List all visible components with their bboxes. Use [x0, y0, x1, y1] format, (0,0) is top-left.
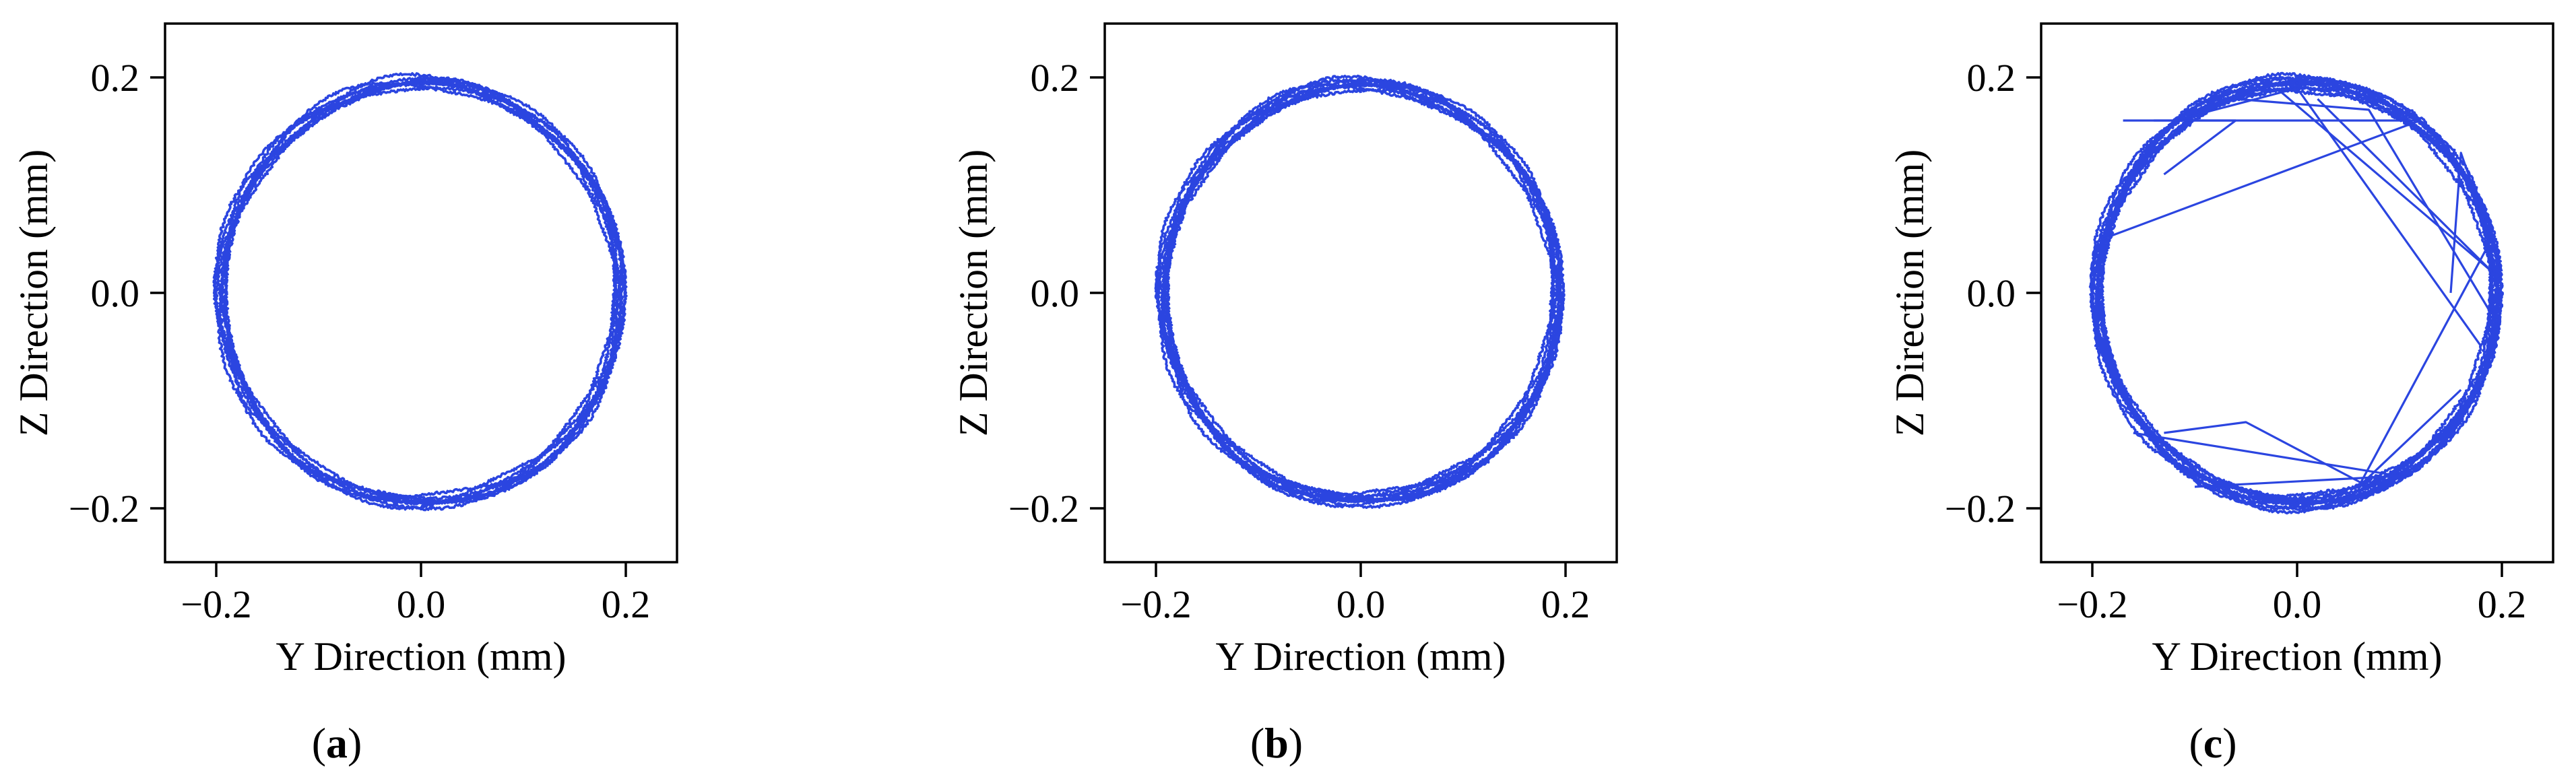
x-tick-label: −0.2 — [2057, 582, 2127, 626]
chart-panel-c: −0.2 0.0 0.2 −0.2 0.0 0.2 Y Direction (mm) Z Di… — [1888, 22, 2554, 767]
orbit-point — [619, 291, 622, 295]
orbit-point — [1260, 471, 1263, 475]
orbit-point — [1359, 83, 1363, 87]
x-tick-label: 0.2 — [1541, 582, 1590, 626]
panel-label: (c) — [2189, 719, 2236, 767]
panel-label: (b) — [1250, 719, 1303, 767]
orbit-point — [2122, 397, 2126, 400]
x-tick-label: 0.0 — [2273, 582, 2322, 626]
x-tick-label: 0.2 — [602, 582, 651, 626]
orbit-point — [2495, 291, 2499, 295]
orbit-point — [1458, 471, 1462, 475]
x-tick-label: −0.2 — [181, 582, 251, 626]
orbit-chord — [2357, 238, 2493, 488]
orbit-point — [1359, 499, 1363, 502]
x-axis-label: Y Direction (mm) — [276, 634, 567, 679]
chart-panel-b: −0.2 0.0 0.2 −0.2 0.0 0.2 Y Direction (mm) Z Di… — [951, 22, 1618, 767]
y-axis-label: Z Direction (mm) — [951, 149, 996, 437]
orbit-chord — [2133, 432, 2401, 488]
x-axis-label: Y Direction (mm) — [2152, 634, 2443, 679]
orbit-point — [1188, 186, 1192, 190]
orbit-point — [592, 186, 596, 189]
orbit-point — [1260, 111, 1263, 114]
orbit-point — [220, 291, 223, 295]
orbit-point — [1530, 396, 1534, 399]
y-tick-label: 0.2 — [1967, 56, 2016, 100]
orbit-chord — [2276, 87, 2493, 273]
x-axis-label: Y Direction (mm) — [1216, 634, 1506, 679]
orbit-point — [2295, 501, 2299, 505]
y-tick-label: 0.0 — [1031, 271, 1080, 315]
orbit-chord — [2235, 98, 2493, 315]
y-axis-label: Z Direction (mm) — [1888, 149, 1932, 437]
orbit-point — [2468, 397, 2472, 400]
orbit-point — [1557, 291, 1560, 295]
x-tick-label: 0.0 — [1337, 582, 1386, 626]
y-tick-label: −0.2 — [1945, 487, 2016, 531]
y-tick-label: 0.2 — [91, 56, 140, 100]
orbit-point — [246, 186, 250, 189]
y-tick-label: 0.0 — [1967, 271, 2016, 315]
x-tick-label: 0.2 — [2478, 582, 2527, 626]
orbit-trace — [1154, 74, 1566, 509]
y-tick-label: −0.2 — [69, 487, 139, 531]
orbit-point — [2395, 109, 2400, 112]
orbit-point — [2096, 291, 2099, 295]
y-tick-label: −0.2 — [1008, 487, 1079, 531]
orbit-point — [1161, 291, 1165, 295]
orbit-point — [1458, 111, 1462, 114]
panel-letter: a — [326, 719, 348, 767]
panel-label: (a) — [312, 719, 362, 767]
orbit-chord — [2174, 87, 2482, 347]
orbit-point — [519, 109, 523, 112]
orbit-point — [1530, 186, 1534, 190]
orbit-point — [592, 397, 596, 400]
x-tick-label: 0.0 — [397, 582, 446, 626]
orbit-point — [319, 473, 323, 477]
y-tick-label: 0.2 — [1031, 56, 1080, 100]
orbit-point — [419, 501, 423, 505]
orbit-chord — [2154, 119, 2237, 176]
orbit-chord — [2449, 151, 2503, 294]
orbit-point — [419, 81, 423, 85]
orbit-point — [2122, 186, 2126, 189]
y-axis-label: Z Direction (mm) — [11, 149, 56, 437]
orbit-point — [246, 397, 250, 400]
y-tick-label: 0.0 — [91, 271, 140, 315]
panel-letter: c — [2203, 719, 2222, 767]
orbit-point — [2195, 109, 2199, 112]
orbit-point — [1188, 396, 1192, 399]
orbit-point — [2195, 473, 2199, 477]
chart-panel-a: −0.2 0.0 0.2 −0.2 0.0 0.2 Y Direction (mm) Z Di… — [11, 22, 678, 767]
orbit-point — [319, 109, 323, 112]
orbit-point — [2295, 81, 2299, 85]
x-tick-label: −0.2 — [1120, 582, 1191, 626]
panel-letter: b — [1264, 719, 1289, 767]
orbit-point — [2468, 186, 2472, 189]
orbit-point — [519, 473, 523, 477]
